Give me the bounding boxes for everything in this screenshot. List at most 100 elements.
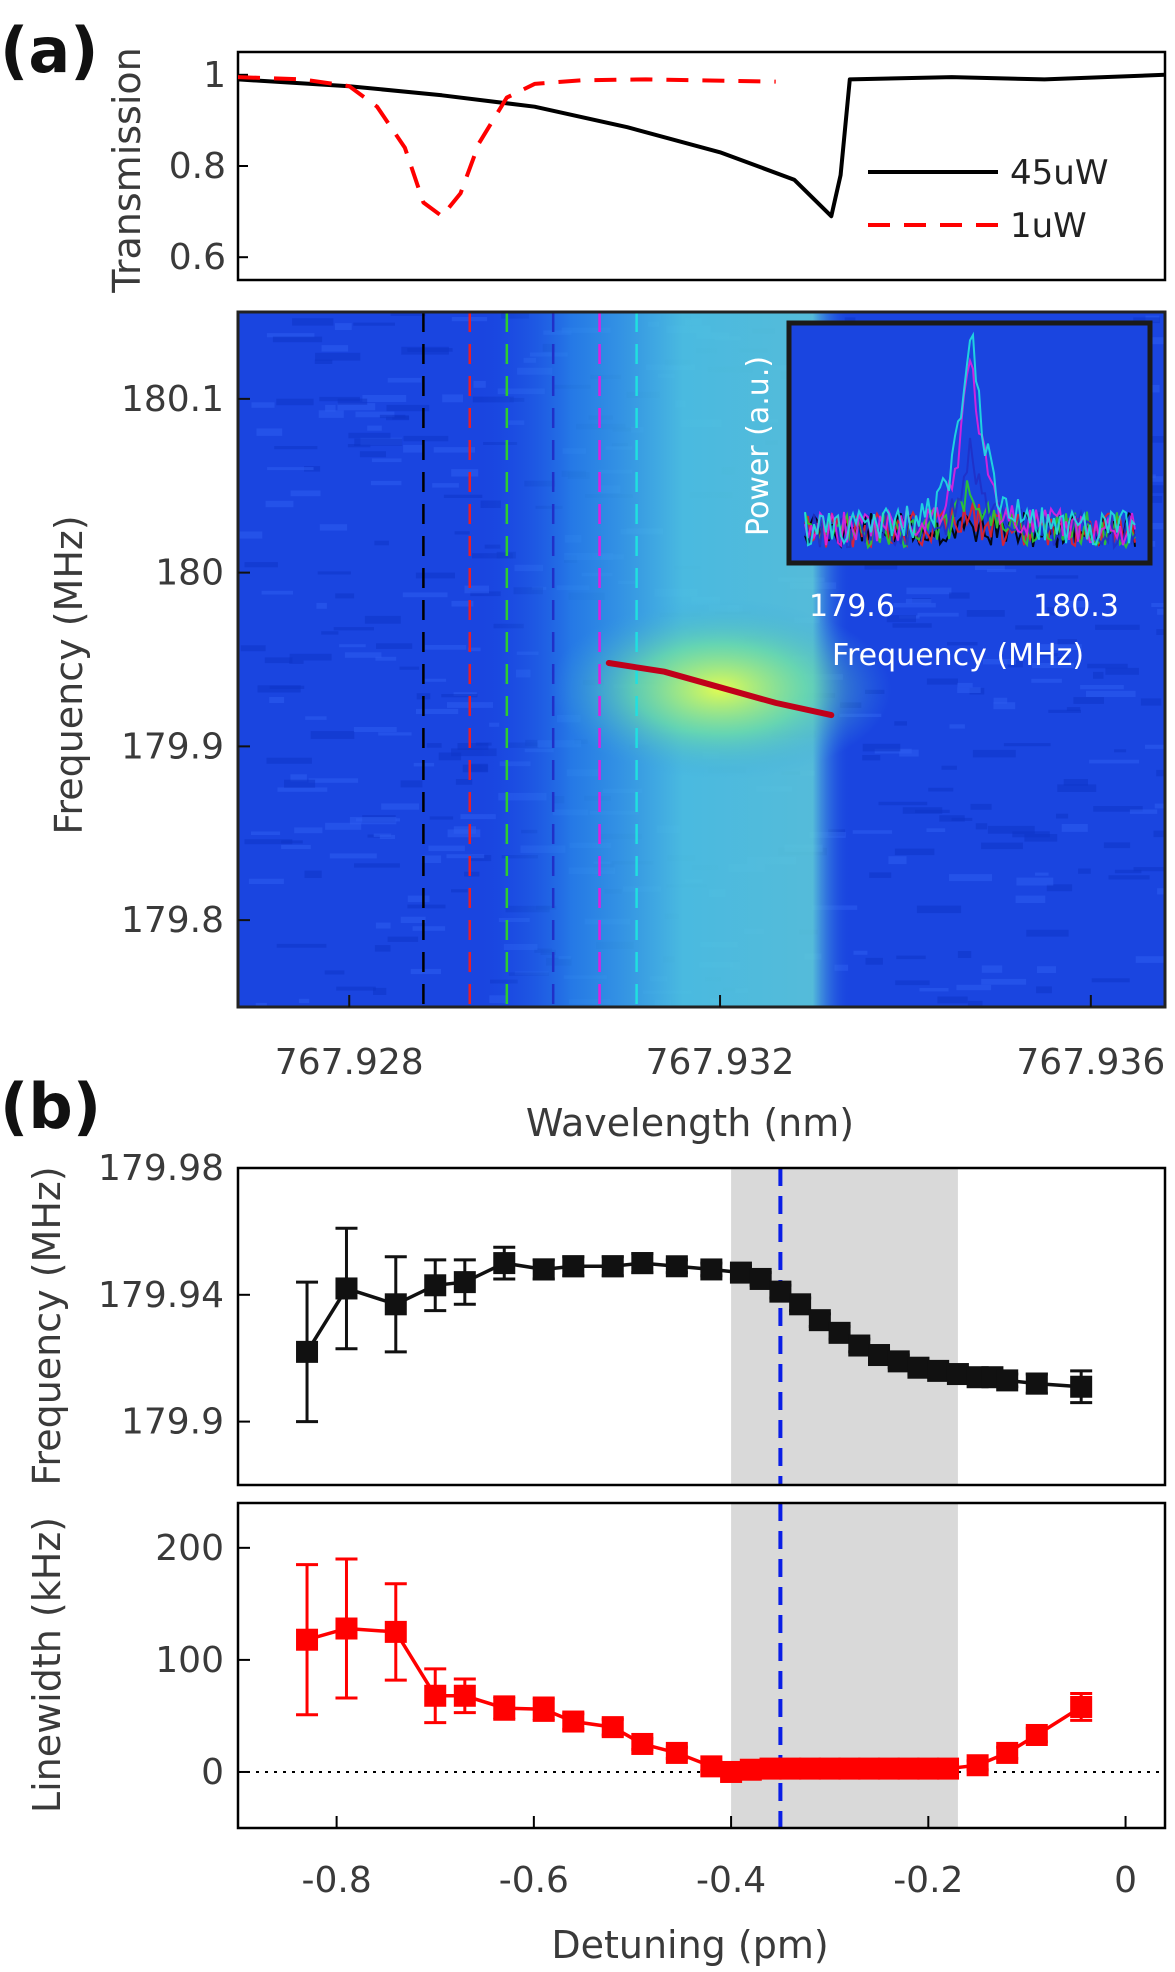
inset-ylabel: Power (a.u.) [741, 356, 776, 536]
noise-speck [1063, 779, 1088, 786]
spectrogram-plot: 179.8 179.9 180 180.1 767.928 767.932 767.936… [47, 310, 1167, 1145]
linewidth-point [665, 1741, 688, 1764]
frequency-point [1070, 1375, 1093, 1398]
frequency-series [296, 1226, 1093, 1424]
inset-xtick-1: 180.3 [1033, 589, 1119, 624]
noise-speck [1016, 877, 1054, 886]
noise-speck [865, 957, 883, 965]
frequency-point [868, 1344, 891, 1367]
frequency-point [808, 1309, 831, 1332]
transmission-y-ticks: 0.6 0.8 1 [169, 55, 248, 278]
noise-speck [864, 562, 898, 570]
noise-speck [895, 980, 930, 986]
noise-speck [310, 731, 355, 739]
noise-speck [373, 833, 392, 837]
noise-speck [378, 732, 412, 736]
noise-speck [370, 480, 402, 486]
noise-speck [264, 657, 293, 664]
noise-speck [886, 615, 916, 623]
noise-speck [362, 395, 407, 402]
noise-speck [939, 815, 965, 822]
noise-speck [869, 872, 892, 878]
linewidth-ytick-label: 0 [201, 1752, 224, 1793]
frequency-ytick-label: 179.94 [98, 1275, 224, 1316]
noise-speck [277, 787, 328, 792]
noise-speck [1015, 895, 1046, 903]
linewidth-xtick-label: -0.2 [893, 1860, 963, 1901]
noise-speck [269, 685, 305, 689]
noise-speck [1157, 888, 1165, 895]
noise-speck [947, 642, 978, 646]
transmission-line-1uW [238, 75, 776, 219]
noise-speck [862, 743, 901, 752]
noise-speck [240, 645, 266, 652]
noise-speck [1024, 834, 1058, 842]
spectrogram-ytick-label: 180.1 [121, 379, 224, 420]
noise-speck [325, 822, 362, 830]
frequency-point [424, 1274, 447, 1297]
noise-speck [1066, 707, 1081, 711]
noise-speck [1057, 639, 1077, 646]
noise-speck [402, 592, 448, 598]
frequency-plot: 179.9 179.94 179.98 Frequency (MHz) [25, 1148, 1167, 1487]
noise-speck [289, 660, 304, 664]
noise-speck [255, 1002, 267, 1007]
frequency-point [700, 1258, 723, 1281]
noise-speck [975, 564, 1005, 570]
noise-speck [256, 428, 283, 436]
spectrogram-axes-frame [236, 310, 1167, 1009]
noise-speck [359, 451, 386, 458]
noise-speck [324, 970, 345, 975]
linewidth-point [759, 1757, 782, 1780]
noise-speck [438, 752, 462, 761]
transmission-ytick-label: 0.6 [169, 237, 226, 278]
panel-label-b: (b) [0, 1070, 101, 1143]
noise-speck [317, 571, 351, 575]
linewidth-series [296, 1557, 1093, 1783]
noise-speck [373, 987, 387, 995]
noise-speck [325, 404, 336, 412]
noise-speck [415, 572, 455, 579]
spectrogram-peak-ridge [605, 660, 835, 719]
noise-speck [993, 697, 1008, 704]
frequency-ylabel: Frequency (MHz) [25, 1166, 69, 1485]
noise-speck [467, 647, 481, 652]
noise-speck [244, 562, 278, 568]
linewidth-point [1070, 1695, 1093, 1718]
noise-speck [1149, 496, 1163, 503]
noise-speck [926, 678, 958, 685]
noise-speck [957, 682, 973, 688]
noise-speck [379, 414, 406, 419]
noise-speck [339, 644, 366, 648]
frequency-point [493, 1252, 516, 1275]
linewidth-axes-bg [238, 1503, 1165, 1828]
noise-speck [1133, 867, 1165, 872]
noise-speck [381, 803, 420, 810]
panel-label-a: (a) [0, 14, 99, 87]
noise-speck [329, 853, 377, 859]
noise-speck [916, 905, 962, 914]
noise-speck [949, 874, 992, 882]
transmission-ytick-label: 0.8 [169, 146, 226, 187]
noise-speck [1086, 690, 1136, 697]
noise-speck [276, 398, 314, 406]
noise-speck [304, 870, 322, 878]
linewidth-point [877, 1757, 900, 1780]
linewidth-plot: 0 100 200 -0.8 -0.6 -0.4 -0.2 0 Linewidth (kHz… [25, 1501, 1167, 1967]
noise-speck [1035, 872, 1049, 876]
spectrogram-ylabel: Frequency (MHz) [47, 515, 91, 834]
spectrogram-ytick-label: 179.9 [121, 726, 224, 767]
noise-speck [970, 803, 992, 810]
noise-speck [1057, 784, 1097, 792]
spectrogram-y-ticks: 179.8 179.9 180 180.1 [121, 379, 250, 941]
noise-speck [993, 702, 1016, 710]
legend-label-45uw: 45uW [1010, 153, 1108, 193]
noise-speck [267, 467, 314, 471]
frequency-point [749, 1267, 772, 1290]
noise-speck [1012, 831, 1050, 838]
noise-speck [248, 878, 284, 884]
noise-speck [321, 631, 339, 635]
frequency-point [996, 1369, 1019, 1392]
noise-speck [318, 410, 344, 418]
spectrogram-ytick-label: 180 [155, 553, 224, 594]
